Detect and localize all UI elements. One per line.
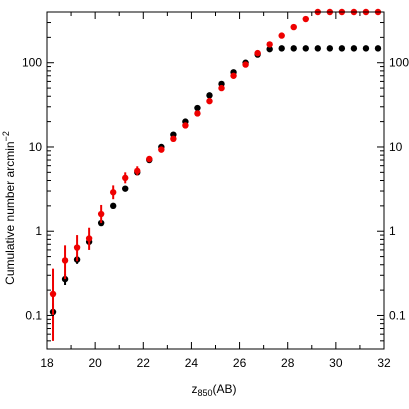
data-point [302,15,309,23]
data-point [218,84,225,92]
data-point [326,45,334,52]
series-0 [49,45,382,324]
y-axis-title-sup: −2 [1,131,11,141]
data-point [374,45,382,52]
y-tick-label-left: 0.1 [25,308,42,322]
x-axis-title-tail: (AB) [213,382,237,396]
x-axis-title: z850(AB) [191,382,236,398]
y-tick-label-right: 1 [389,224,396,238]
data-point [97,210,105,218]
data-point [350,45,358,52]
data-point [338,45,346,52]
x-tick-label: 26 [233,356,247,370]
data-point [254,49,261,57]
data-point [266,41,273,48]
data-point [302,45,309,52]
x-axis-title-main: z [191,382,197,396]
data-point [73,244,81,251]
data-point [290,23,297,31]
data-point [278,32,285,39]
x-axis-title-sub: 850 [197,388,212,398]
x-tick-label: 28 [281,356,295,370]
data-point [170,135,177,143]
y-tick-label-left: 10 [29,140,43,154]
plot-frame [46,11,385,350]
data-point [314,45,322,52]
data-point [290,45,297,52]
data-point [206,97,213,105]
data-point [362,45,370,52]
y-tick-label-right: 100 [389,56,409,70]
data-point [146,155,153,163]
data-point [194,110,201,117]
data-point [194,104,201,112]
data-point [109,189,117,196]
data-point [122,185,129,192]
y-tick-label-left: 100 [22,56,42,70]
data-point [230,72,237,79]
data-point [242,61,249,68]
data-point [85,235,93,242]
x-tick-label: 20 [88,356,102,370]
y-tick-label-left: 1 [35,224,42,238]
x-tick-label: 30 [329,356,343,370]
data-point [278,45,285,52]
y-axis-title: Cumulative number arcmin−2 [1,131,17,285]
y-tick-label-right: 10 [389,140,403,154]
y-tick-label-right: 0.1 [389,308,406,322]
x-tick-label: 32 [377,356,391,370]
data-point [158,146,165,153]
data-point [109,202,117,210]
data-point [49,290,57,298]
y-axis-title-main: Cumulative number arcmin [3,141,17,284]
x-tick-label: 18 [40,356,54,370]
data-layer [49,8,382,341]
data-point [61,257,69,264]
data-point [182,122,189,129]
data-point [134,167,141,175]
x-tick-label: 24 [185,356,199,370]
axes-layer: 18 20 22 24 26 28 30 32 0.1 0.1 1 1 10 10 100 100 [22,11,409,370]
data-point [206,92,213,99]
data-point [266,45,273,53]
series-1 [49,8,382,341]
data-point [122,174,129,182]
x-tick-label: 22 [137,356,151,370]
